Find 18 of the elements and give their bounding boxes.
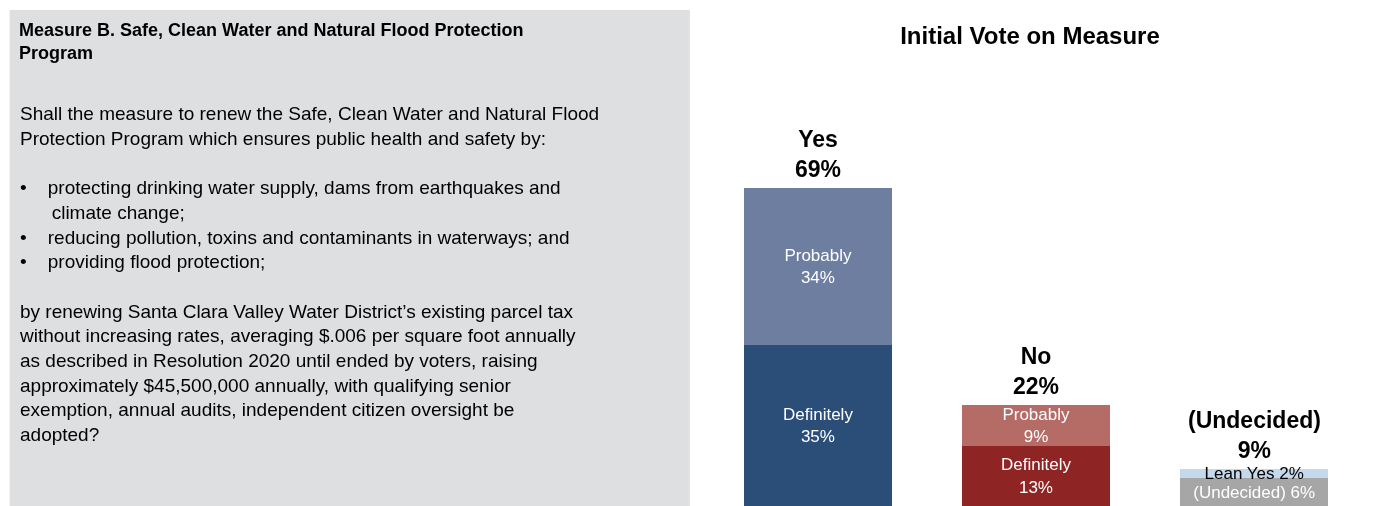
total-label: 22% xyxy=(1013,372,1060,399)
total-label: 9% xyxy=(1237,436,1272,463)
text: Measure B. Safe, Clean Water and Natural Flood Protection Program xyxy=(19,20,524,64)
text: Shall the measure to renew the Safe, Clean Water and Natural Flood Protection Program which ensures public health and safety by: • protecting drinking water supply, dams from earthquakes and climate change; • reducing pollution, toxins and contaminants in waterways; and • providing flood protection; by renewing Santa Clara Valley Water District’s existing parcel tax without increasing rates, averaging $.006 per square foot annually as described in Resolution 2020 until ended by voters, raising approximately $45,500,000 annually, with qualifying senior exemption, annual audits, independent citizen oversight be adopted? xyxy=(20,103,600,446)
bar xyxy=(962,446,1111,506)
data-label: Definitely 13% xyxy=(1000,455,1072,497)
data-label: (Undecided) 6% xyxy=(1193,482,1316,502)
chart-title: Initial Vote on Measure xyxy=(900,21,1160,49)
bar xyxy=(744,344,893,506)
total-label: 69% xyxy=(795,155,842,182)
x-tick-label: No xyxy=(1020,343,1052,369)
x-tick-label: (Undecided) xyxy=(1188,407,1321,433)
data-label: Probably 9% xyxy=(1002,404,1070,446)
data-label: Definitely 35% xyxy=(782,404,854,446)
bar xyxy=(744,188,893,345)
x-tick-label: Yes xyxy=(798,126,838,152)
data-label: Lean Yes 2% xyxy=(1204,464,1304,484)
data-label: Probably 34% xyxy=(784,245,852,287)
